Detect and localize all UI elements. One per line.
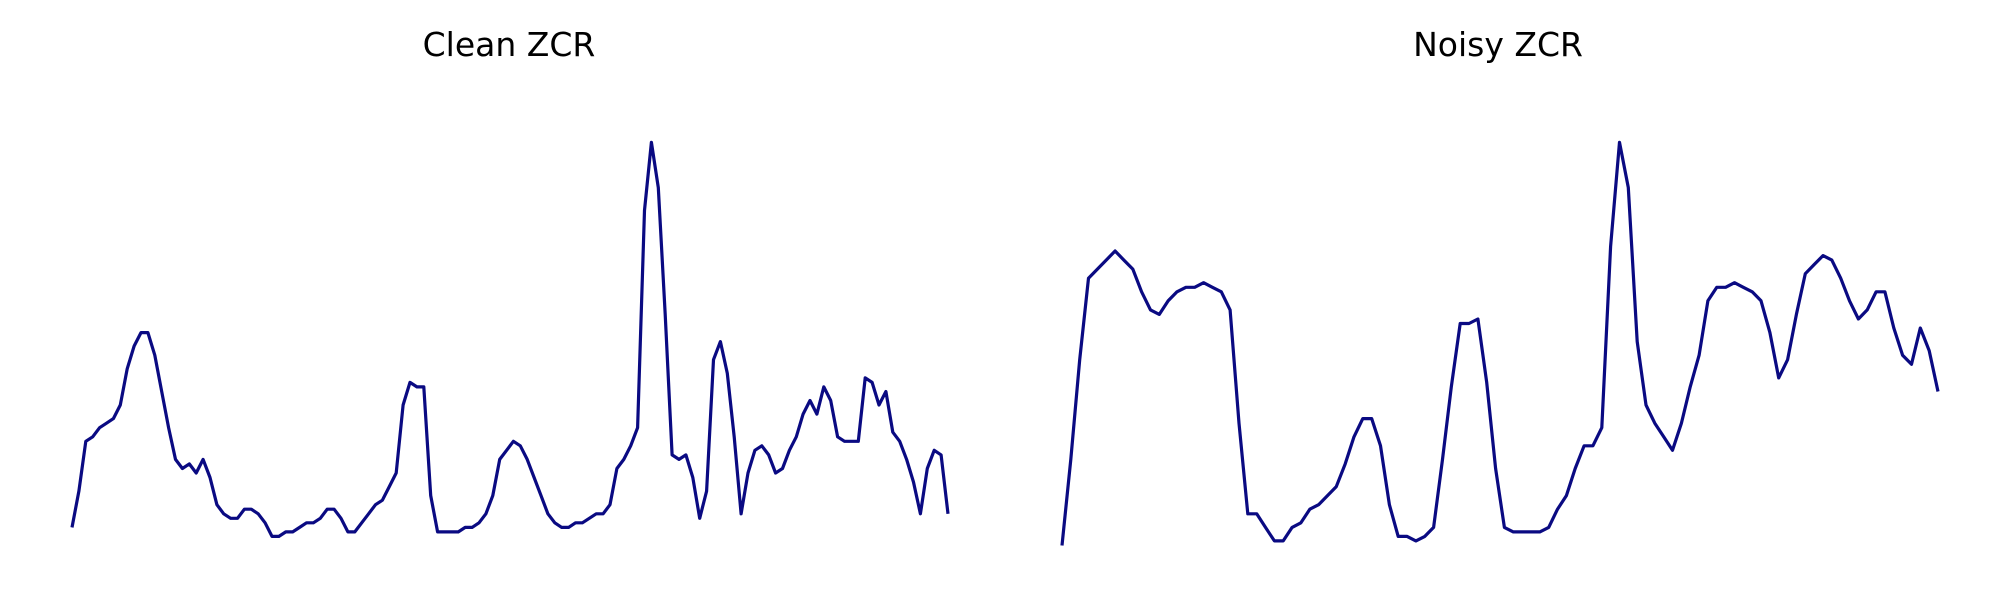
left-plot: Clean ZCR bbox=[70, 25, 950, 539]
right-plot: Noisy ZCR bbox=[1060, 25, 1940, 546]
left-plot-title: Clean ZCR bbox=[423, 25, 596, 64]
right-plot-title: Noisy ZCR bbox=[1413, 25, 1583, 64]
clean-zcr-series-line bbox=[70, 140, 950, 539]
noisy-zcr-series-line bbox=[1060, 140, 1940, 546]
